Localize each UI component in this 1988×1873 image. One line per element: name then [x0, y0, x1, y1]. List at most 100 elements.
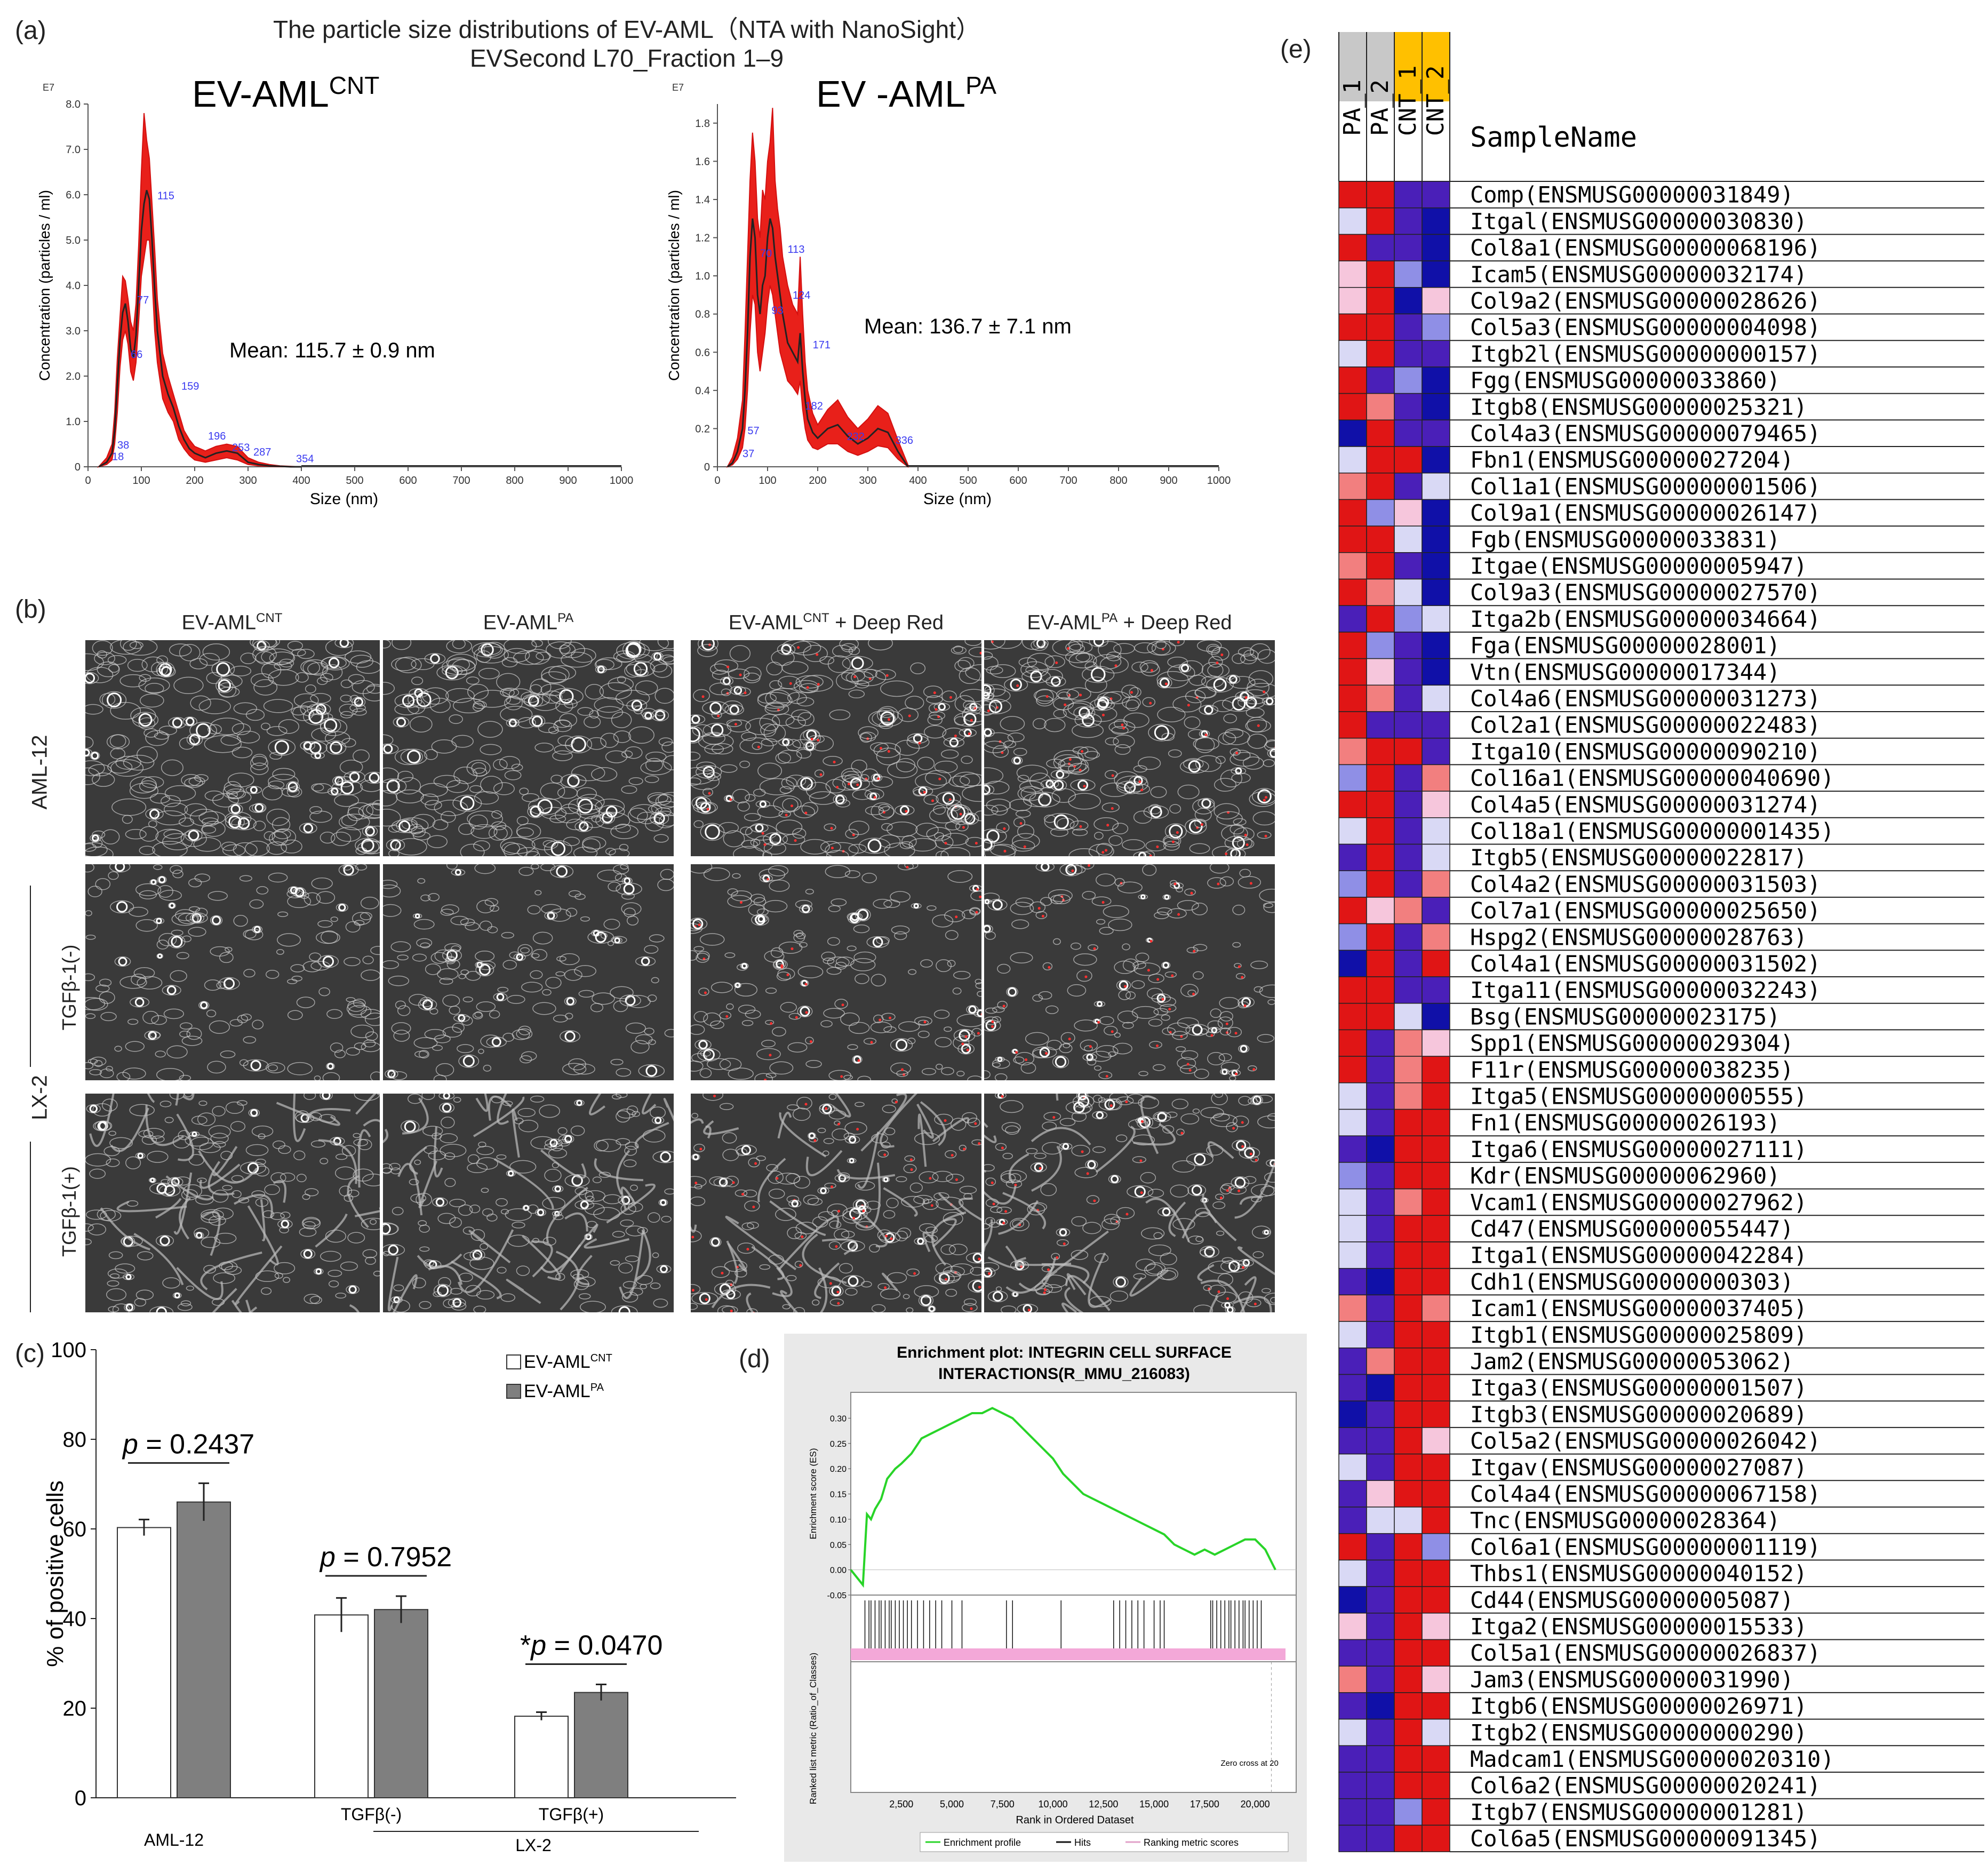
cell-outline [500, 1293, 516, 1302]
cell-outline [114, 956, 131, 967]
cell-outline [483, 642, 506, 659]
cell-outline [890, 891, 911, 903]
cell-outline [797, 712, 815, 726]
cell-outline [189, 906, 201, 912]
cell-outline [763, 724, 786, 742]
cell-outline [429, 697, 451, 713]
cell-outline [185, 828, 203, 842]
cell-outline [394, 694, 422, 708]
cell-bright [848, 1136, 857, 1144]
deep-red-dot [1171, 974, 1174, 977]
nta-xtick-label-1: 900 [1160, 475, 1177, 487]
cell-outline [691, 777, 701, 786]
cell-outline [865, 806, 884, 816]
cell-outline [401, 818, 418, 830]
deep-red-dot [1086, 1172, 1089, 1175]
cell-outline [1094, 696, 1113, 710]
cell-outline [891, 1098, 898, 1104]
nta-ytick-label-0: 7.0 [66, 144, 81, 156]
cell-outline [467, 1154, 480, 1164]
heatmap-cell [1394, 1824, 1423, 1852]
cell-outline [131, 974, 147, 986]
cell-outline [299, 823, 317, 834]
cell-outline [425, 800, 442, 810]
cell-outline [825, 778, 846, 794]
cell-bright [189, 734, 201, 745]
cell-outline [933, 1192, 949, 1201]
cell-outline [179, 1074, 191, 1080]
cell-bright [156, 918, 162, 924]
cell-outline [310, 693, 331, 704]
cell-outline [584, 1203, 605, 1215]
cell-outline [555, 971, 565, 977]
cell-outline [1217, 1016, 1233, 1030]
cell-outline [1171, 1098, 1188, 1110]
cell-outline [878, 834, 901, 848]
cell-outline [970, 1266, 981, 1276]
cell-outline [661, 1216, 672, 1223]
cell-outline [483, 1064, 492, 1072]
cell-outline [985, 1177, 996, 1186]
deep-red-dot [889, 1016, 892, 1019]
deep-red-dot [1241, 1121, 1244, 1124]
cell-outline [861, 1281, 872, 1288]
heatmap-cell [1422, 1639, 1450, 1667]
cell-outline [1112, 823, 1129, 834]
cell-outline [188, 777, 205, 786]
cell-bright [1201, 798, 1211, 809]
deep-red-dot [978, 1257, 981, 1261]
cell-outline [476, 1157, 498, 1170]
cell-outline [828, 1094, 837, 1100]
cell-outline [522, 793, 540, 802]
nta-ytick-label-0: 5.0 [66, 235, 81, 246]
deep-red-dot [819, 773, 823, 776]
cell-outline [341, 738, 356, 748]
cell-outline [99, 1068, 114, 1079]
micrograph-r2-c1 [85, 864, 380, 1080]
nta-title-sup-0: CNT [329, 75, 380, 99]
cell-outline [290, 964, 305, 973]
cell-outline [1211, 647, 1229, 661]
cell-outline [621, 892, 635, 900]
cell-bright [605, 806, 618, 818]
p-value-prefix: * [520, 1630, 531, 1661]
gsea-es-curve [850, 1407, 1276, 1588]
cell-outline [1023, 793, 1052, 807]
cell-outline [935, 835, 954, 849]
cell-outline [1069, 820, 1089, 831]
cell-outline [553, 720, 572, 732]
cell-outline [555, 1273, 565, 1281]
cell-outline [1021, 640, 1044, 650]
cell-outline [823, 755, 843, 767]
heatmap-cell [1366, 1400, 1395, 1428]
cell-outline [188, 878, 202, 888]
cell-outline [1150, 786, 1167, 798]
cell-outline [987, 898, 1008, 911]
cell-outline [814, 769, 825, 778]
cell-outline [1012, 833, 1040, 849]
fibroblast-strand [276, 1102, 341, 1126]
cell-outline [1215, 1292, 1237, 1304]
cell-outline [252, 754, 267, 766]
fibroblast-strand [938, 1192, 965, 1215]
cell-outline [807, 1198, 823, 1206]
fibroblast-strand [198, 1150, 258, 1184]
cell-outline [206, 672, 222, 684]
cell-bright [631, 700, 642, 711]
cell-outline [642, 1129, 666, 1143]
cell-outline [478, 667, 500, 680]
cell-outline [1186, 947, 1199, 954]
panel-b-letter: (b) [15, 595, 46, 624]
cell-outline [595, 811, 630, 830]
cell-outline [110, 702, 141, 720]
heatmap-cell [1366, 658, 1395, 686]
cell-outline [782, 640, 812, 654]
cell-outline [476, 1001, 496, 1012]
bar-ytick-label: 60 [63, 1518, 87, 1541]
cell-outline [845, 671, 874, 684]
cell-outline [1243, 649, 1259, 661]
cell-outline [236, 1100, 247, 1106]
deep-red-dot [817, 739, 820, 742]
cell-outline [753, 897, 767, 906]
